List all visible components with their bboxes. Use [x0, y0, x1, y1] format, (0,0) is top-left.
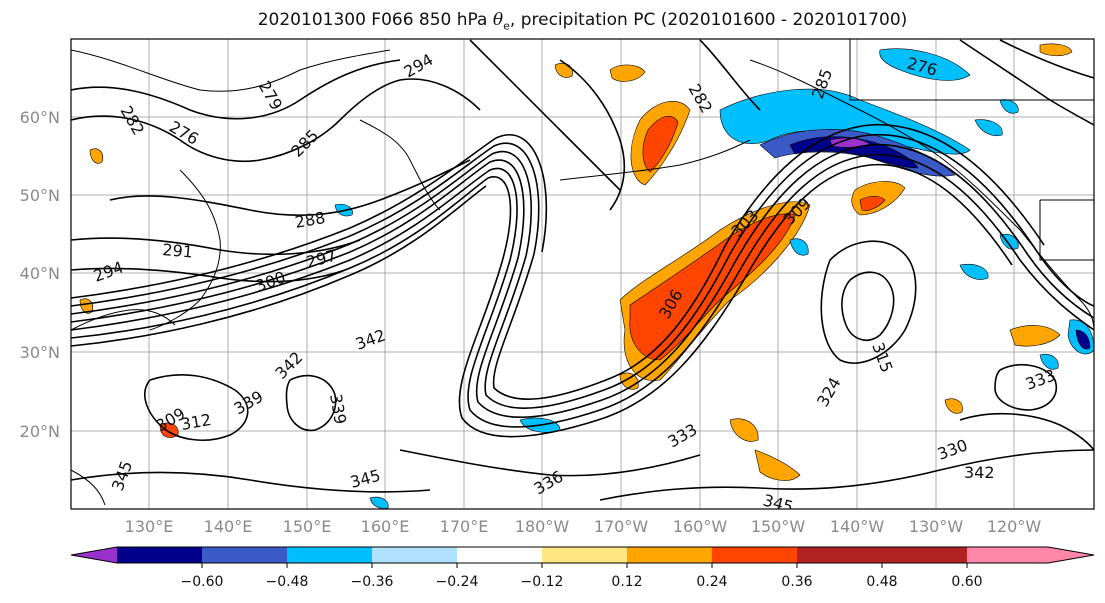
map-title: 2020101300 F066 850 hPa θe, precipitatio…	[257, 10, 908, 33]
svg-text:0.48: 0.48	[866, 574, 897, 590]
svg-text:20°N: 20°N	[20, 422, 60, 441]
colorbar	[70, 546, 1095, 564]
svg-text:160°E: 160°E	[361, 517, 410, 536]
colorbar-extend-low	[71, 547, 117, 563]
colorbar-swatch	[372, 547, 457, 563]
svg-text:140°E: 140°E	[204, 517, 253, 536]
colorbar-swatch	[882, 547, 967, 563]
svg-text:130°E: 130°E	[125, 517, 174, 536]
svg-text:50°N: 50°N	[20, 186, 60, 205]
colorbar-swatch	[712, 547, 797, 563]
svg-text:150°E: 150°E	[283, 517, 332, 536]
coastlines	[71, 39, 1094, 506]
colorbar-swatch	[627, 547, 712, 563]
svg-text:160°W: 160°W	[673, 517, 728, 536]
svg-text:−0.60: −0.60	[181, 574, 224, 590]
svg-text:345: 345	[761, 491, 795, 517]
colorbar-extend-high	[1048, 547, 1094, 563]
svg-text:−0.24: −0.24	[436, 574, 479, 590]
svg-text:40°N: 40°N	[20, 264, 60, 283]
svg-text:−0.48: −0.48	[266, 574, 309, 590]
latitude-labels: 60°N 50°N 40°N 30°N 20°N	[20, 108, 60, 441]
svg-text:130°W: 130°W	[909, 517, 964, 536]
graticule	[71, 39, 1094, 509]
colorbar-tick-labels: −0.60 −0.48 −0.36 −0.24 −0.12 0.12 0.24 …	[181, 574, 983, 590]
colorbar-swatch	[202, 547, 287, 563]
svg-text:140°W: 140°W	[830, 517, 885, 536]
colorbar-swatch	[967, 547, 1048, 563]
colorbar-swatch	[117, 547, 202, 563]
svg-text:150°W: 150°W	[751, 517, 806, 536]
svg-text:60°N: 60°N	[20, 108, 60, 127]
svg-text:170°W: 170°W	[594, 517, 649, 536]
svg-text:−0.36: −0.36	[351, 574, 394, 590]
theta-e-contours	[71, 39, 1094, 501]
svg-text:180°W: 180°W	[515, 517, 570, 536]
svg-text:342: 342	[964, 463, 995, 482]
colorbar-outline	[70, 546, 1095, 564]
svg-text:0.60: 0.60	[951, 574, 982, 590]
svg-text:120°W: 120°W	[987, 517, 1042, 536]
colorbar-swatch	[457, 547, 542, 563]
map-frame	[70, 38, 1095, 510]
colorbar-ticks	[201, 563, 968, 568]
svg-text:0.24: 0.24	[696, 574, 727, 590]
svg-text:−0.12: −0.12	[521, 574, 564, 590]
svg-text:30°N: 30°N	[20, 343, 60, 362]
colorbar-swatch	[542, 547, 627, 563]
map-panel	[71, 39, 1094, 509]
svg-text:170°E: 170°E	[440, 517, 489, 536]
svg-text:0.36: 0.36	[781, 574, 812, 590]
svg-text:291: 291	[162, 240, 194, 262]
svg-text:0.12: 0.12	[611, 574, 642, 590]
longitude-labels: 130°E 140°E 150°E 160°E 170°E 180°W 170°…	[125, 517, 1042, 536]
colorbar-swatch	[797, 547, 882, 563]
colorbar-swatch	[287, 547, 372, 563]
